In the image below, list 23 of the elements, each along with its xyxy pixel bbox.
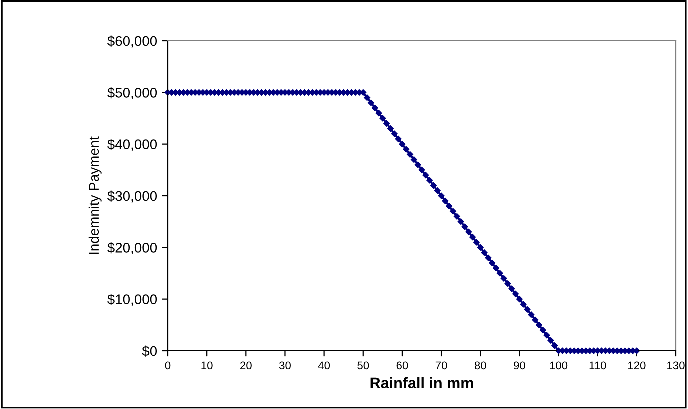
x-tick-label: 30 [279,362,291,370]
x-tick-label: 90 [514,362,526,370]
x-axis-title: Rainfall in mm [370,377,474,389]
y-tick-label: $60,000 [108,36,158,48]
y-tick-label: $10,000 [108,294,158,306]
x-tick-label: 120 [628,362,646,370]
x-tick-label: 70 [436,362,448,370]
y-axis-title: Indemnity Payment [88,136,102,254]
x-tick-label: 110 [590,362,606,370]
x-tick-label: 50 [358,362,370,370]
y-tick-label: $40,000 [108,139,158,152]
x-tick-label: 100 [550,362,568,370]
y-tick-label: $50,000 [108,87,158,100]
x-tick-label: 80 [474,362,486,370]
x-tick-label: 130 [668,362,685,370]
y-tick-label: $20,000 [108,242,158,254]
x-tick-label: 60 [396,362,408,370]
x-tick-label: 40 [318,362,330,370]
y-tick-label: $0 [142,346,158,357]
y-tick-label: $30,000 [108,190,158,203]
x-tick-label: 0 [165,362,171,370]
x-tick-label: 20 [240,362,252,370]
x-tick-label: 10 [202,362,213,370]
